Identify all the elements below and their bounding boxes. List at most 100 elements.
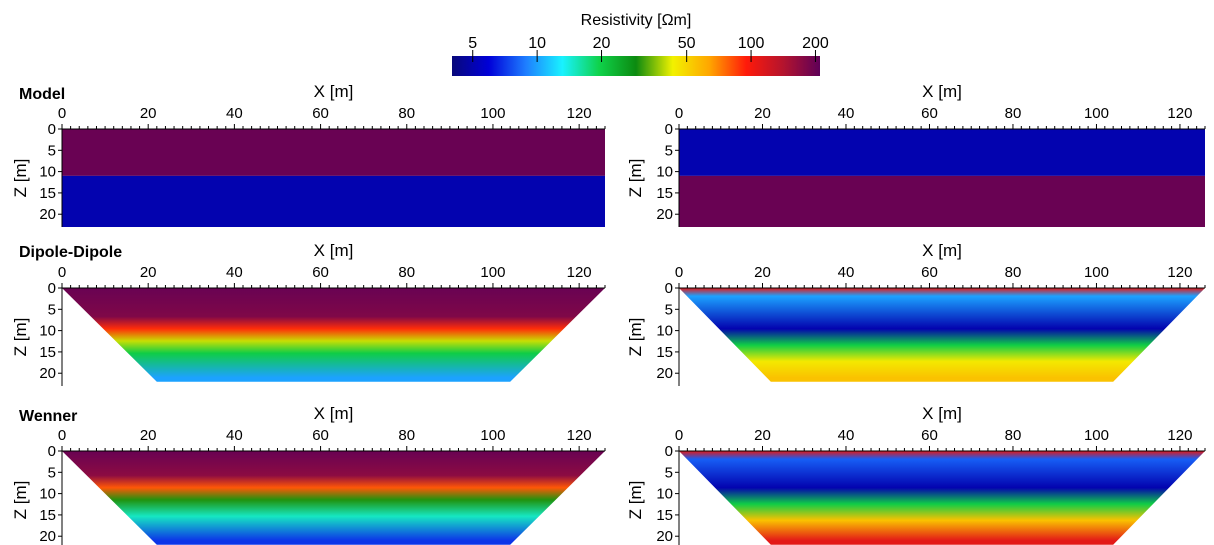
panel-wenner-right: X [m] Z [m] 0 20 40 60 80 100 120 0 5 10 15 20 — [626, 404, 1206, 545]
x-tick-label: 60 — [921, 105, 938, 122]
x-axis-label: X [m] — [922, 82, 962, 101]
x-tick-label: 0 — [58, 105, 66, 122]
x-tick-label: 60 — [312, 264, 329, 281]
colorbar-tick-label: 200 — [802, 35, 829, 52]
x-tick-label: 120 — [1167, 427, 1192, 444]
x-tick-label: 100 — [480, 427, 505, 444]
x-tick-label: 40 — [838, 105, 855, 122]
x-tick-label: 60 — [312, 105, 329, 122]
x-tick-label: 20 — [140, 264, 157, 281]
y-tick-label: 20 — [39, 206, 56, 223]
colorbar-title: Resistivity [Ωm] — [581, 12, 692, 29]
y-axis-label: Z [m] — [11, 159, 30, 198]
y-tick-label: 20 — [656, 528, 673, 545]
x-tick-label: 0 — [58, 264, 66, 281]
x-tick-label: 20 — [140, 105, 157, 122]
x-axis-label: X [m] — [922, 241, 962, 260]
x-axis-label: X [m] — [314, 404, 354, 423]
x-tick-label: 40 — [226, 105, 243, 122]
x-tick-label: 20 — [754, 264, 771, 281]
y-tick-label: 5 — [48, 142, 56, 159]
x-tick-label: 100 — [1084, 264, 1109, 281]
x-tick-label: 40 — [838, 264, 855, 281]
y-tick-label: 10 — [656, 486, 673, 503]
y-tick-label: 15 — [656, 344, 673, 361]
y-tick-label: 20 — [656, 206, 673, 223]
colorbar-tick-label: 5 — [468, 35, 477, 52]
x-axis-label: X [m] — [314, 82, 354, 101]
y-axis-label: Z [m] — [11, 318, 30, 357]
resistivity-pseudosection — [62, 288, 605, 382]
model-layer — [62, 129, 605, 176]
x-tick-label: 120 — [567, 427, 592, 444]
model-layer — [679, 129, 1205, 176]
y-tick-label: 0 — [48, 443, 56, 460]
colorbar-tick-label: 50 — [678, 35, 696, 52]
y-tick-label: 15 — [39, 185, 56, 202]
x-tick-label: 20 — [140, 427, 157, 444]
x-tick-label: 80 — [398, 264, 415, 281]
x-tick-label: 120 — [567, 264, 592, 281]
y-axis-label: Z [m] — [626, 159, 645, 198]
x-tick-label: 40 — [838, 427, 855, 444]
y-tick-label: 5 — [665, 142, 673, 159]
y-tick-label: 0 — [48, 121, 56, 138]
y-tick-label: 0 — [665, 280, 673, 297]
x-tick-label: 20 — [754, 105, 771, 122]
x-tick-label: 40 — [226, 427, 243, 444]
x-tick-label: 60 — [312, 427, 329, 444]
y-tick-label: 20 — [39, 528, 56, 545]
y-tick-label: 10 — [39, 164, 56, 181]
y-axis-label: Z [m] — [626, 318, 645, 357]
row-label-dipole-dipole: Dipole-Dipole — [19, 244, 122, 261]
y-tick-label: 5 — [665, 301, 673, 318]
colorbar: Resistivity [Ωm] 5 10 20 50 100 200 — [452, 12, 829, 76]
x-tick-label: 100 — [1084, 427, 1109, 444]
x-tick-label: 80 — [1005, 105, 1022, 122]
colorbar-tick-label: 100 — [738, 35, 765, 52]
x-tick-label: 0 — [675, 427, 683, 444]
y-tick-label: 0 — [48, 280, 56, 297]
y-tick-label: 10 — [39, 486, 56, 503]
model-layer — [679, 175, 1205, 227]
panel-dipole-dipole-left: X [m] Z [m] 0 20 40 60 80 100 120 0 5 10 15 20 — [11, 241, 606, 386]
y-tick-label: 0 — [665, 443, 673, 460]
resistivity-pseudosection — [62, 451, 605, 545]
y-tick-label: 5 — [48, 301, 56, 318]
y-tick-label: 15 — [39, 507, 56, 524]
x-tick-label: 80 — [398, 427, 415, 444]
y-tick-label: 10 — [39, 323, 56, 340]
y-tick-label: 20 — [39, 365, 56, 382]
resistivity-pseudosection — [679, 288, 1205, 382]
x-tick-label: 40 — [226, 264, 243, 281]
x-tick-label: 60 — [921, 264, 938, 281]
y-axis-label: Z [m] — [11, 481, 30, 520]
x-tick-label: 120 — [1167, 264, 1192, 281]
colorbar-tick-label: 20 — [593, 35, 611, 52]
x-tick-label: 0 — [58, 427, 66, 444]
y-tick-label: 15 — [656, 507, 673, 524]
row-label-model: Model — [19, 86, 65, 103]
x-tick-label: 100 — [1084, 105, 1109, 122]
y-tick-label: 15 — [656, 185, 673, 202]
model-layer — [62, 175, 605, 227]
x-axis-label: X [m] — [922, 404, 962, 423]
x-tick-label: 80 — [398, 105, 415, 122]
y-tick-label: 20 — [656, 365, 673, 382]
x-tick-label: 20 — [754, 427, 771, 444]
x-tick-label: 100 — [480, 105, 505, 122]
x-tick-label: 100 — [480, 264, 505, 281]
y-tick-label: 10 — [656, 164, 673, 181]
panel-model-right: X [m] Z [m] 0 20 40 60 80 100 120 0 5 10 15 20 — [626, 82, 1206, 227]
colorbar-tick-label: 10 — [528, 35, 546, 52]
y-tick-label: 15 — [39, 344, 56, 361]
x-tick-label: 120 — [567, 105, 592, 122]
panel-wenner-left: X [m] Z [m] 0 20 40 60 80 100 120 0 5 10 15 20 — [11, 404, 606, 545]
x-tick-label: 80 — [1005, 427, 1022, 444]
x-tick-label: 120 — [1167, 105, 1192, 122]
x-tick-label: 0 — [675, 264, 683, 281]
y-tick-label: 10 — [656, 323, 673, 340]
y-tick-label: 0 — [665, 121, 673, 138]
